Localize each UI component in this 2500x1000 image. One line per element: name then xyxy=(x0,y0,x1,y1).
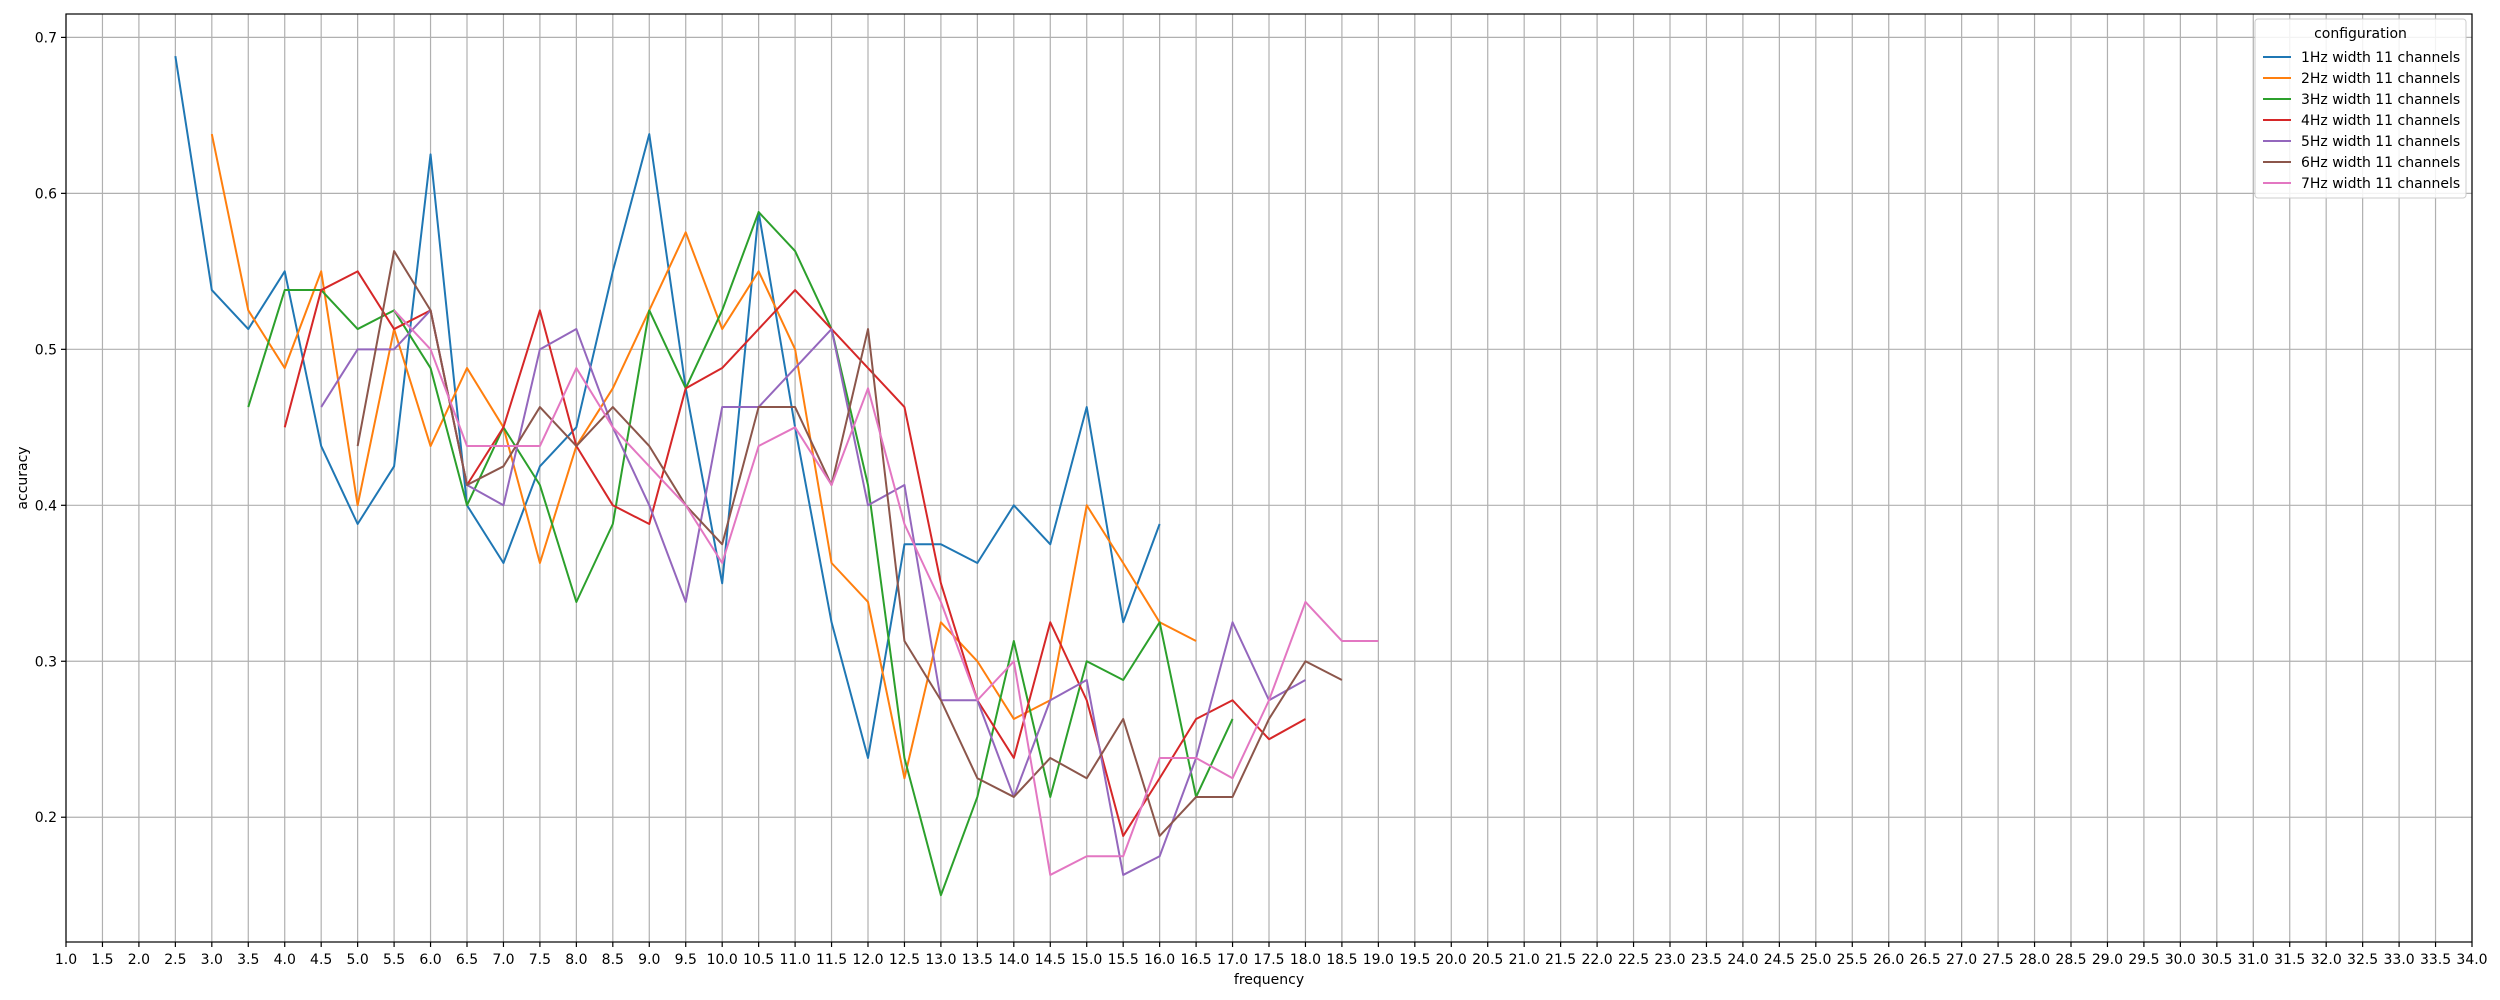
x-tick-label: 22.0 xyxy=(1582,952,1613,968)
x-tick-label: 14.5 xyxy=(1035,952,1066,968)
y-tick-label: 0.7 xyxy=(35,30,57,46)
x-tick-label: 5.5 xyxy=(383,952,405,968)
x-tick-label: 17.5 xyxy=(1253,952,1284,968)
x-tick-label: 23.0 xyxy=(1654,952,1685,968)
x-tick-label: 31.0 xyxy=(2238,952,2269,968)
x-tick-label: 9.5 xyxy=(675,952,697,968)
x-tick-label: 5.0 xyxy=(347,952,369,968)
series-line-2 xyxy=(210,133,1197,780)
legend-title: configuration xyxy=(2314,26,2407,42)
x-tick-label: 33.0 xyxy=(2384,952,2415,968)
legend-entry-label: 6Hz width 11 channels xyxy=(2301,155,2460,171)
x-tick-label: 15.0 xyxy=(1071,952,1102,968)
x-tick-label: 10.5 xyxy=(743,952,774,968)
x-tick-label: 21.5 xyxy=(1545,952,1576,968)
x-tick-label: 3.0 xyxy=(201,952,223,968)
x-tick-label: 27.5 xyxy=(1983,952,2014,968)
x-tick-label: 3.5 xyxy=(237,952,259,968)
x-tick-label: 23.5 xyxy=(1691,952,1722,968)
x-tick-label: 21.0 xyxy=(1509,952,1540,968)
x-tick-label: 27.0 xyxy=(1946,952,1977,968)
series-line-3 xyxy=(247,211,1234,897)
x-tick-label: 2.0 xyxy=(128,952,150,968)
x-tick-label: 4.0 xyxy=(274,952,296,968)
x-tick-label: 25.5 xyxy=(1837,952,1868,968)
x-tick-label: 11.0 xyxy=(780,952,811,968)
legend-entry-label: 2Hz width 11 channels xyxy=(2301,71,2460,87)
x-tick-label: 8.5 xyxy=(602,952,624,968)
x-tick-label: 13.0 xyxy=(925,952,956,968)
legend-box xyxy=(2254,18,2467,199)
x-axis-label: frequency xyxy=(1234,972,1304,988)
x-tick-label: 20.5 xyxy=(1472,952,1503,968)
x-tick-label: 26.0 xyxy=(1873,952,1904,968)
x-tick-label: 24.0 xyxy=(1727,952,1758,968)
x-tick-label: 7.0 xyxy=(492,952,514,968)
x-tick-label: 16.0 xyxy=(1144,952,1175,968)
x-tick-label: 18.0 xyxy=(1290,952,1321,968)
x-tick-label: 14.0 xyxy=(998,952,1029,968)
y-tick-label: 0.5 xyxy=(35,342,57,358)
x-tick-label: 24.5 xyxy=(1764,952,1795,968)
x-tick-label: 28.0 xyxy=(2019,952,2050,968)
x-tick-label: 33.5 xyxy=(2420,952,2451,968)
x-tick-label: 16.5 xyxy=(1181,952,1212,968)
series-line-6 xyxy=(356,250,1343,837)
y-axis-label: accuracy xyxy=(15,446,31,509)
x-tick-label: 29.5 xyxy=(2128,952,2159,968)
y-axis-ticks: 0.2 0.3 0.4 0.5 0.6 0.7 xyxy=(35,30,66,826)
y-tick-label: 0.4 xyxy=(35,498,57,514)
legend-entry-label: 1Hz width 11 channels xyxy=(2301,50,2460,66)
x-tick-label: 30.0 xyxy=(2165,952,2196,968)
x-tick-label: 19.0 xyxy=(1363,952,1394,968)
x-tick-label: 7.5 xyxy=(529,952,551,968)
x-tick-label: 11.5 xyxy=(816,952,847,968)
x-tick-label: 15.5 xyxy=(1108,952,1139,968)
x-tick-label: 25.0 xyxy=(1800,952,1831,968)
legend-entry-label: 3Hz width 11 channels xyxy=(2301,92,2460,108)
series-line-7 xyxy=(393,309,1379,876)
x-tick-label: 17.0 xyxy=(1217,952,1248,968)
x-tick-label: 34.0 xyxy=(2456,952,2487,968)
x-axis-ticks: 1.0 1.5 2.0 2.5 3.0 3.5 4.0 4.5 5.0 5.5 6.0 6.5 7.0 7… xyxy=(55,942,2488,968)
x-tick-label: 12.5 xyxy=(889,952,920,968)
x-tick-label: 31.5 xyxy=(2274,952,2305,968)
x-tick-label: 18.5 xyxy=(1326,952,1357,968)
y-tick-label: 0.2 xyxy=(35,810,57,826)
y-tick-label: 0.6 xyxy=(35,186,57,202)
x-tick-label: 22.5 xyxy=(1618,952,1649,968)
y-tick-label: 0.3 xyxy=(35,654,57,670)
series-line-1 xyxy=(174,55,1161,759)
x-tick-label: 19.5 xyxy=(1399,952,1430,968)
x-tick-label: 32.5 xyxy=(2347,952,2378,968)
x-tick-label: 9.0 xyxy=(638,952,660,968)
x-tick-label: 30.5 xyxy=(2201,952,2232,968)
x-tick-label: 32.0 xyxy=(2311,952,2342,968)
x-tick-label: 26.5 xyxy=(1910,952,1941,968)
x-tick-label: 20.0 xyxy=(1436,952,1467,968)
x-tick-label: 4.5 xyxy=(310,952,332,968)
x-tick-label: 10.0 xyxy=(707,952,738,968)
grid xyxy=(65,14,2473,942)
x-tick-label: 29.0 xyxy=(2092,952,2123,968)
legend-entry-label: 5Hz width 11 channels xyxy=(2301,134,2460,150)
legend-entry-label: 4Hz width 11 channels xyxy=(2301,113,2460,129)
x-tick-label: 6.5 xyxy=(456,952,478,968)
x-tick-label: 28.5 xyxy=(2055,952,2086,968)
series-lines xyxy=(174,55,1379,897)
x-tick-label: 1.0 xyxy=(55,952,77,968)
legend: configuration 1Hz width 11 channels 2Hz w… xyxy=(2254,18,2467,199)
x-tick-label: 12.0 xyxy=(852,952,883,968)
legend-items: 1Hz width 11 channels 2Hz width 11 channe… xyxy=(2263,50,2460,192)
legend-entry-label: 7Hz width 11 channels xyxy=(2301,176,2460,192)
x-tick-label: 8.0 xyxy=(565,952,587,968)
x-tick-label: 2.5 xyxy=(164,952,186,968)
x-tick-label: 13.5 xyxy=(962,952,993,968)
x-tick-label: 6.0 xyxy=(419,952,441,968)
series-line-5 xyxy=(320,309,1306,876)
x-tick-label: 1.5 xyxy=(91,952,113,968)
